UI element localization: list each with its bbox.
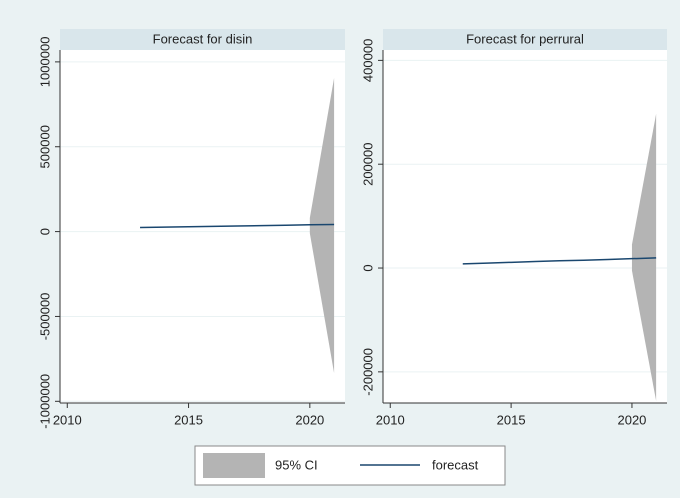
legend-swatch-ci	[203, 453, 265, 478]
y-tick-label: 400000	[360, 39, 375, 82]
panel-title-bar	[60, 29, 345, 50]
x-tick-label: 2015	[497, 412, 526, 427]
y-tick-label: 500000	[37, 125, 52, 168]
y-tick-label: -500000	[37, 293, 52, 341]
plot-area	[383, 50, 667, 403]
forecast-line	[462, 257, 657, 265]
x-tick-label: 2010	[376, 412, 405, 427]
y-tick-label: -1000000	[37, 374, 52, 429]
y-tick-label: 0	[360, 264, 375, 271]
y-tick-label: -200000	[360, 348, 375, 396]
x-tick-label: 2020	[295, 412, 324, 427]
y-tick-label: 1000000	[37, 37, 52, 88]
y-tick-label: 0	[37, 228, 52, 235]
x-tick-label: 2015	[174, 412, 203, 427]
panel-title: Forecast for perrural	[466, 31, 584, 46]
x-tick-label: 2010	[53, 412, 82, 427]
panel-title: Forecast for disin	[153, 31, 253, 46]
legend-label: 95% CI	[275, 457, 318, 472]
forecast-line	[140, 223, 335, 229]
x-tick-label: 2020	[617, 412, 646, 427]
panel-title-bar	[383, 29, 667, 50]
y-tick-label: 200000	[360, 143, 375, 186]
ci-band	[309, 78, 335, 373]
legend-label: forecast	[432, 457, 479, 472]
ci-band	[631, 113, 657, 401]
